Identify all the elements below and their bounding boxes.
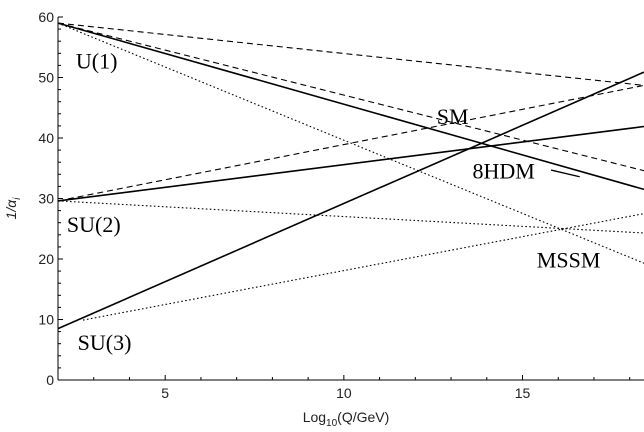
series-line-dashed-0: [57, 22, 644, 86]
x-tick-label: 10: [336, 385, 352, 401]
y-tick-label: 40: [38, 130, 54, 146]
annotations-layer: U(1) SU(2) SU(3) SM 8HDM MSSM: [67, 48, 600, 354]
annotation-label: 8HDM: [472, 159, 534, 184]
y-tick-label: 60: [38, 9, 54, 25]
annotation-label: SU(2): [67, 212, 121, 237]
x-axis-title-main: Log: [303, 409, 326, 425]
series-line-dotted-5: [82, 213, 644, 321]
x-axis-title: Log10(Q/GeV): [303, 409, 390, 429]
series-line-dashed-2: [57, 22, 644, 172]
annotation-label: MSSM: [537, 247, 601, 272]
y-tick-label: 0: [46, 372, 54, 388]
y-axis-title-main: 1/α: [3, 199, 19, 220]
annotation-label: SM: [437, 104, 469, 129]
series-line-dotted-3: [57, 22, 644, 264]
series-line-solid-6: [57, 22, 644, 191]
annotation-label: SU(3): [78, 330, 132, 355]
y-tick-label: 10: [38, 312, 54, 328]
y-tick-label: 50: [38, 70, 54, 86]
x-axis-title-rest: (Q/GeV): [337, 409, 389, 425]
annotation-label: U(1): [76, 48, 118, 73]
x-tick-label: 5: [161, 385, 169, 401]
y-tick-label: 30: [38, 191, 54, 207]
x-tick-label: 15: [515, 385, 531, 401]
x-axis-title-sub: 10: [326, 418, 338, 429]
y-axis-title-sub: i: [12, 197, 23, 200]
y-tick-label: 20: [38, 251, 54, 267]
series-line-solid-7: [57, 125, 644, 202]
ticks-layer: 5 10 15 0 10 20 30 40 50 60: [38, 9, 631, 401]
label-pointer-line: [550, 169, 580, 178]
y-axis-title: 1/αi: [3, 197, 23, 220]
series-layer: [57, 22, 644, 330]
series-line-solid-8: [57, 71, 644, 330]
series-line-dotted-4: [57, 200, 644, 234]
